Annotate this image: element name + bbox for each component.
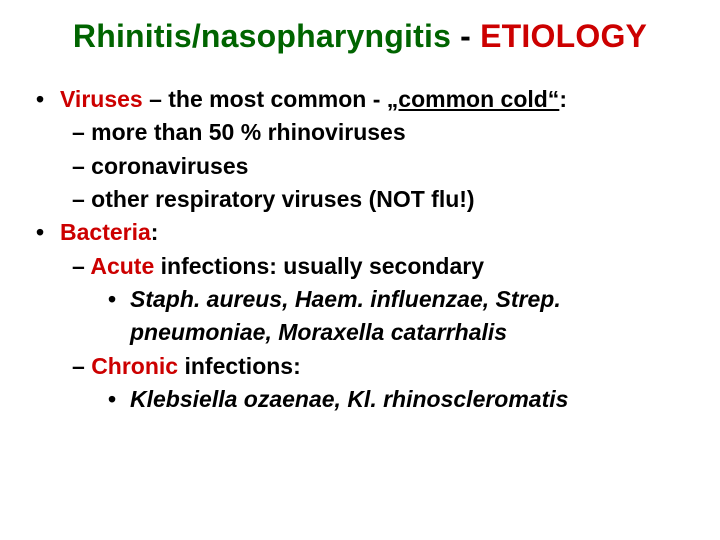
bullet-bacteria: Bacteria: <box>36 216 690 249</box>
chronic-text: infections: <box>178 353 301 379</box>
bullet-coronaviruses: – coronaviruses <box>72 150 690 183</box>
bullet-acute-organisms: Staph. aureus, Haem. influenzae, Strep. … <box>108 283 690 350</box>
slide: Rhinitis/nasopharyngitis - ETIOLOGY Viru… <box>0 0 720 540</box>
bacteria-label: Bacteria <box>60 219 151 245</box>
viruses-colon: : <box>559 86 567 112</box>
bullet-acute: – Acute infections: usually secondary <box>72 250 690 283</box>
viruses-mid: – the most common - <box>143 86 387 112</box>
acute-dash: – <box>72 253 90 279</box>
bullet-chronic: – Chronic infections: <box>72 350 690 383</box>
bullet-viruses: Viruses – the most common - „common cold… <box>36 83 690 116</box>
slide-title: Rhinitis/nasopharyngitis - ETIOLOGY <box>30 18 690 55</box>
viruses-quoted: „common cold“ <box>387 86 560 112</box>
chronic-dash: – <box>72 353 91 379</box>
acute-label: Acute <box>90 253 154 279</box>
chronic-label: Chronic <box>91 353 178 379</box>
bullet-rhinoviruses: – more than 50 % rhinoviruses <box>72 116 690 149</box>
bullet-other-viruses: – other respiratory viruses (NOT flu!) <box>72 183 690 216</box>
title-right: ETIOLOGY <box>480 18 647 54</box>
slide-body: Viruses – the most common - „common cold… <box>30 83 690 416</box>
title-left: Rhinitis/nasopharyngitis <box>73 18 451 54</box>
viruses-label: Viruses <box>60 86 143 112</box>
bacteria-colon: : <box>151 219 159 245</box>
bullet-chronic-organisms: Klebsiella ozaenae, Kl. rhinoscleromatis <box>108 383 690 416</box>
acute-text: infections: usually secondary <box>154 253 484 279</box>
title-dash: - <box>451 18 480 54</box>
